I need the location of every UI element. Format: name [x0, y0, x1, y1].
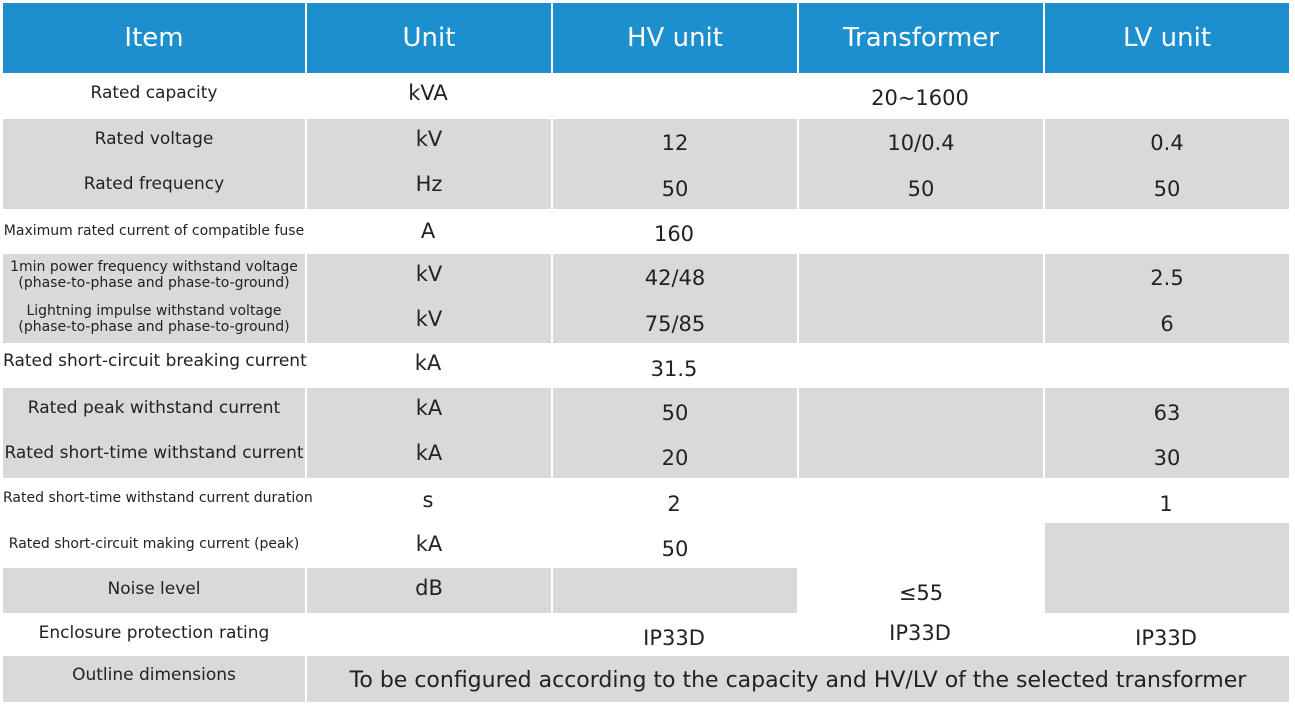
specification-table: Item Unit HV unit Transformer LV unit Ra… [3, 3, 1289, 702]
row-lv-value: 1 [1159, 492, 1173, 516]
table-row: 1min power frequency withstand voltage (… [3, 254, 1289, 298]
header-hv-unit: HV unit [551, 3, 797, 73]
row-item-label-line1: 1min power frequency withstand voltage [10, 259, 298, 275]
row-unit: kA [415, 532, 443, 556]
row-hv-value: IP33D [643, 626, 705, 650]
row-transformer-value: ≤55 [898, 581, 944, 605]
table-row: Rated short-time withstand current kA 20… [3, 433, 1289, 478]
row-transformer-value: IP33D [889, 621, 951, 645]
row-item-label: Outline dimensions [72, 665, 236, 685]
row-merged-value: To be configured according to the capaci… [349, 668, 1247, 693]
row-lv-value: 30 [1153, 446, 1181, 470]
row-lv-value: IP33D [1135, 626, 1197, 650]
row-hv-value: 2 [667, 492, 681, 516]
row-item-label: Rated short-circuit making current (peak… [8, 536, 300, 552]
row-lv-value: 2.5 [1150, 266, 1184, 290]
row-item-label: Enclosure protection rating [38, 623, 270, 643]
row-lv-value: 0.4 [1150, 131, 1184, 155]
table-row: Rated short-time withstand current durat… [3, 478, 1289, 523]
row-unit: dB [415, 576, 443, 600]
row-unit: kA [415, 396, 443, 420]
table-header: Item Unit HV unit Transformer LV unit [3, 3, 1289, 73]
row-item-label-line1: Lightning impulse withstand voltage [26, 303, 282, 319]
table-row: Rated peak withstand current kA 50 63 [3, 388, 1289, 433]
row-unit: A [420, 219, 436, 243]
row-unit: kA [414, 351, 442, 375]
row-item-label: Rated short-time withstand current [4, 443, 304, 463]
row-hv-value: 31.5 [650, 357, 698, 381]
row-hv-value: 12 [661, 131, 689, 155]
header-transformer: Transformer [797, 3, 1043, 73]
table-row: Rated short-circuit making current (peak… [3, 523, 1289, 568]
row-unit: kV [415, 127, 443, 151]
row-hv-value: 50 [661, 177, 689, 201]
row-item-label: Rated frequency [83, 174, 225, 194]
row-lv-value: 50 [1153, 177, 1181, 201]
row-unit: kV [415, 307, 443, 331]
row-lv-value: 63 [1153, 401, 1181, 425]
header-item: Item [3, 3, 305, 73]
row-unit: kVA [408, 81, 448, 105]
table-row: Rated short-circuit breaking current kA … [3, 343, 1289, 388]
row-item-label: Rated short-time withstand current durat… [3, 490, 313, 506]
row-transformer-value: 50 [907, 177, 935, 201]
row-item-label-line2: (phase-to-phase and phase-to-ground) [18, 275, 290, 291]
row-hv-value: 75/85 [644, 312, 706, 336]
row-unit: Hz [415, 172, 443, 196]
table-row: Rated frequency Hz 50 50 50 [3, 164, 1289, 209]
row-merged-value: 20~1600 [871, 86, 969, 110]
table-row: Maximum rated current of compatible fuse… [3, 209, 1289, 254]
row-hv-value: 50 [661, 537, 689, 561]
row-item-label: Rated voltage [94, 129, 214, 149]
row-unit: kA [415, 441, 443, 465]
table-row: Noise level dB ≤55 [3, 568, 1289, 613]
row-item-label: Rated capacity [90, 83, 218, 103]
row-lv-value: 6 [1160, 312, 1174, 336]
table-row: Rated voltage kV 12 10/0.4 0.4 [3, 119, 1289, 164]
row-hv-value: 20 [661, 446, 689, 470]
row-unit: kV [415, 262, 443, 286]
header-unit: Unit [305, 3, 551, 73]
row-item-label: Maximum rated current of compatible fuse [3, 223, 305, 239]
table-row: Lightning impulse withstand voltage (pha… [3, 298, 1289, 343]
row-transformer-value: 10/0.4 [887, 131, 955, 155]
header-lv-unit: LV unit [1043, 3, 1289, 73]
row-hv-value: 50 [661, 401, 689, 425]
row-hv-value: 42/48 [644, 266, 706, 290]
row-item-label: Noise level [107, 579, 201, 599]
table-row: Rated capacity kVA 20~1600 [3, 73, 1289, 119]
row-unit: s [422, 488, 434, 512]
row-item-label-line2: (phase-to-phase and phase-to-ground) [18, 319, 290, 335]
table-row: Enclosure protection rating IP33D IP33D … [3, 613, 1289, 656]
row-hv-value: 160 [653, 222, 695, 246]
row-item-label: Rated peak withstand current [27, 398, 281, 418]
table-row: Outline dimensions To be configured acco… [3, 656, 1289, 702]
row-item-label: Rated short-circuit breaking current [3, 351, 307, 371]
